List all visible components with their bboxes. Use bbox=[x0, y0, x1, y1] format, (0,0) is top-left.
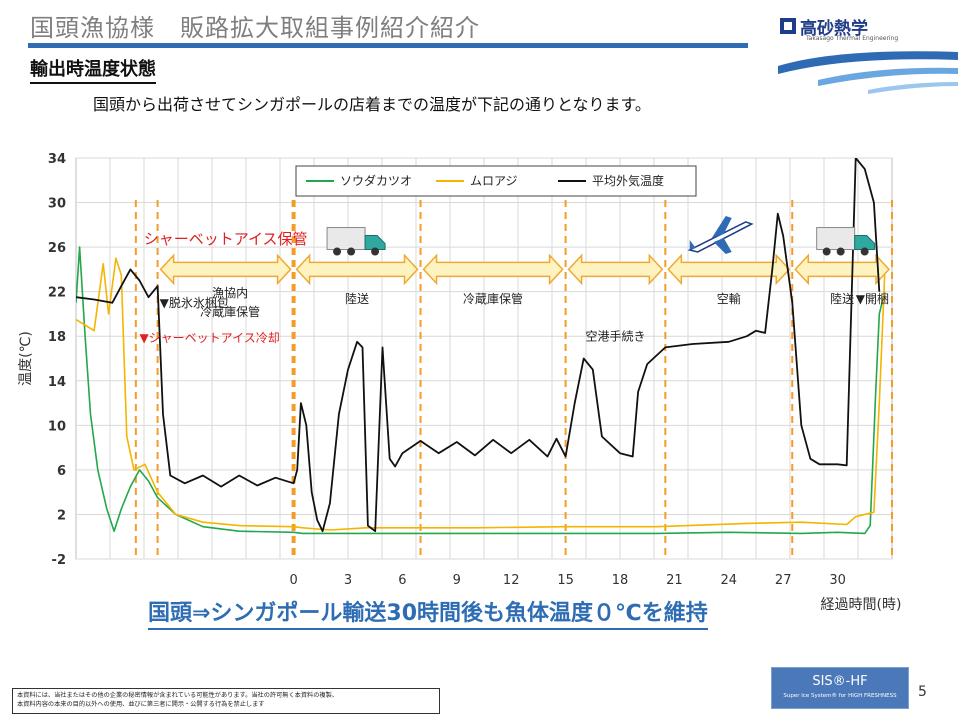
x-tick-label: 15 bbox=[557, 573, 574, 588]
truck-cab bbox=[854, 235, 876, 251]
truck-wheel bbox=[836, 247, 845, 256]
period-arrow bbox=[667, 253, 791, 286]
period-arrow bbox=[794, 253, 891, 286]
y-tick-label: 6 bbox=[57, 464, 66, 479]
grid bbox=[75, 157, 893, 560]
company-logo bbox=[778, 18, 958, 94]
truck-wheel bbox=[822, 247, 831, 256]
x-axis-label: 経過時間(時) bbox=[821, 597, 902, 613]
y-tick-label: 26 bbox=[48, 241, 66, 256]
airplane-tail bbox=[689, 239, 696, 250]
legend-label: 平均外気温度 bbox=[592, 173, 664, 188]
series-line bbox=[76, 257, 886, 531]
period-arrows bbox=[159, 253, 891, 286]
y-tick-label: 30 bbox=[48, 197, 66, 212]
chart-annotation: ▼シャーベットアイス冷却 bbox=[139, 331, 279, 345]
airplane-icon bbox=[687, 215, 754, 254]
y-tick-label: 22 bbox=[48, 286, 66, 301]
brand-tagline: Super Ice System® for HIGH FRESHNESS bbox=[783, 693, 897, 699]
truck-cab bbox=[364, 235, 386, 251]
x-tick-label: 30 bbox=[829, 573, 846, 588]
series-line bbox=[76, 246, 886, 535]
page-number: 5 bbox=[918, 684, 927, 700]
period-label: 陸送 bbox=[345, 291, 369, 306]
disclaimer-box: 本資料には、当社またはその他の企業の秘密情報が含まれている可能性があります。当社… bbox=[12, 688, 440, 714]
period-arrow bbox=[422, 253, 564, 286]
logo-name: 高砂熱学 bbox=[800, 19, 868, 39]
x-tick-label: 9 bbox=[453, 573, 461, 588]
truck-wheel bbox=[860, 247, 869, 256]
truck-body bbox=[816, 227, 856, 251]
airplane-wing bbox=[711, 215, 732, 238]
period-label: シャーベットアイス保管 bbox=[144, 230, 308, 248]
airplane-body bbox=[687, 221, 754, 253]
y-tick-label: 34 bbox=[48, 152, 66, 167]
y-tick-label: 2 bbox=[57, 508, 66, 523]
truck-icon bbox=[326, 227, 386, 256]
disclaimer-line: 本資料内容の本来の目的以外への使用、並びに第三者に開示・公開する行為を禁止します bbox=[17, 701, 265, 708]
truck-body bbox=[326, 227, 366, 251]
intro-text: 国頭から出荷させてシンガポールの店着までの温度が下記の通りとなります。 bbox=[93, 95, 651, 114]
period-label: 冷蔵庫保管 bbox=[463, 291, 523, 306]
y-tick-label: 18 bbox=[48, 330, 66, 345]
chart-annotation: 漁協内 bbox=[212, 285, 248, 300]
truck-wheel bbox=[333, 247, 342, 256]
x-tick-label: 6 bbox=[398, 573, 406, 588]
chart-annotation: ▼開梱 bbox=[856, 292, 889, 306]
series-line bbox=[76, 158, 881, 533]
period-label: 陸送 bbox=[830, 291, 854, 306]
truck-wheel bbox=[347, 247, 356, 256]
legend-label: ムロアジ bbox=[470, 174, 518, 188]
legend: ソウダカツオ ムロアジ 平均外気温度 bbox=[295, 165, 697, 197]
period-arrow bbox=[159, 253, 292, 286]
chart-annotation: 冷蔵庫保管 bbox=[200, 304, 260, 319]
x-tick-label: 0 bbox=[289, 573, 297, 588]
transport-icons bbox=[326, 215, 876, 256]
brand-name: SIS®-HF bbox=[812, 674, 868, 689]
legend-label: ソウダカツオ bbox=[340, 173, 412, 188]
truck-wheel bbox=[371, 247, 380, 256]
airplane-wing bbox=[713, 237, 732, 254]
legend-box bbox=[295, 165, 697, 197]
section-heading: 輸出時温度状態 bbox=[30, 58, 156, 84]
event-marker-label: ▼脱氷氷梱包 bbox=[160, 295, 229, 310]
y-tick-label: -2 bbox=[52, 553, 66, 568]
brand-badge: SIS®-HF Super Ice System® for HIGH FRESH… bbox=[771, 667, 909, 709]
title-rule bbox=[28, 43, 748, 48]
period-arrow bbox=[567, 253, 664, 286]
period-label: 空輸 bbox=[717, 291, 741, 306]
x-tick-label: 24 bbox=[721, 573, 738, 588]
y-axis-label: 温度(℃) bbox=[18, 331, 34, 386]
x-tick-label: 18 bbox=[612, 573, 629, 588]
conclusion-text: 国頭⇒シンガポール輸送30時間後も魚体温度０℃を維持 bbox=[148, 600, 708, 630]
slide-title: 国頭漁協様 販路拡大取組事例紹介紹介 bbox=[30, 14, 480, 42]
x-tick-label: 27 bbox=[775, 573, 792, 588]
disclaimer-line: 本資料には、当社またはその他の企業の秘密情報が含まれている可能性があります。当社… bbox=[17, 692, 338, 699]
x-tick-label: 3 bbox=[344, 573, 352, 588]
period-arrow bbox=[295, 253, 419, 286]
series-lines bbox=[76, 158, 886, 535]
x-tick-label: 12 bbox=[503, 573, 520, 588]
period-label: 空港手続き bbox=[585, 330, 645, 344]
truck-icon bbox=[816, 227, 876, 256]
logo-tagline: Takasago Thermal Engineering bbox=[806, 35, 899, 42]
y-tick-label: 14 bbox=[48, 375, 66, 390]
y-tick-label: 10 bbox=[48, 419, 66, 434]
x-tick-label: 21 bbox=[666, 573, 683, 588]
